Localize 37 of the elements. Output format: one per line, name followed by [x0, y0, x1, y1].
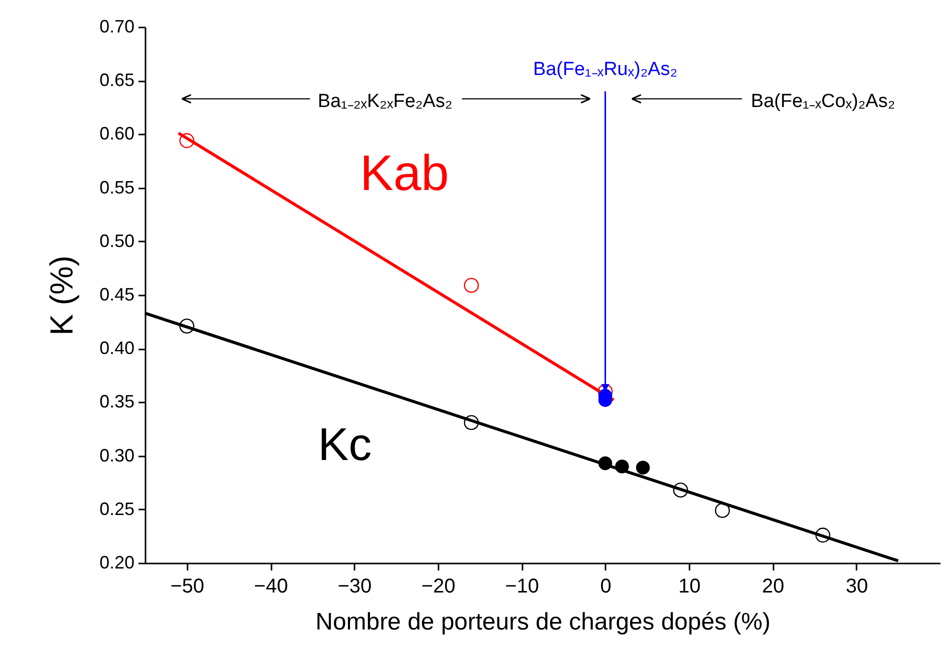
x-tick-label: 10: [678, 576, 701, 598]
y-tick-label: 0.35: [99, 392, 134, 412]
y-tick-label: 0.45: [99, 284, 134, 304]
x-tick-label: −10: [505, 576, 540, 598]
annotation: Ba₁₋₂ₓK₂ₓFe₂As₂: [318, 90, 452, 112]
annotation: Ba(Fe₁₋ₓRuₓ)₂As₂: [533, 59, 678, 80]
y-tick-label: 0.30: [99, 445, 134, 466]
x-tick-label: −40: [254, 576, 288, 598]
point: [464, 415, 479, 430]
x-tick-label: 0: [600, 576, 612, 598]
point: [815, 528, 830, 543]
point: [714, 502, 730, 518]
x-axis-title: Nombre de porteurs de charges dopés (%): [316, 608, 770, 636]
text: Kc: [318, 418, 372, 470]
series-label: Kab: [360, 145, 449, 201]
y-tick-label: 0.55: [99, 177, 134, 198]
point: [464, 278, 479, 293]
point: [673, 482, 688, 498]
x-tick-label: −30: [338, 576, 372, 598]
y-tick-label: 0.70: [99, 16, 134, 36]
point: [179, 133, 194, 148]
y-tick-label: 0.50: [99, 230, 134, 251]
y-tick-label: 0.40: [99, 338, 134, 358]
x-tick-label: −50: [170, 576, 204, 598]
y-tick-label: 0.25: [99, 498, 134, 519]
x-tick-label: 30: [846, 576, 868, 598]
point: [636, 460, 650, 474]
point: [615, 460, 629, 474]
x-tick-label: −20: [421, 576, 456, 598]
y-axis-title: K (%): [43, 256, 80, 336]
annotation: Ba(Fe₁₋ₓCoₓ)₂As₂: [750, 90, 896, 112]
point: [598, 456, 612, 470]
x-tick-label: 20: [762, 576, 784, 598]
point: [179, 318, 194, 334]
y-tick-label: 0.65: [99, 70, 134, 90]
y-tick-label: 0.20: [99, 552, 134, 572]
y-tick-label: 0.60: [99, 124, 134, 144]
